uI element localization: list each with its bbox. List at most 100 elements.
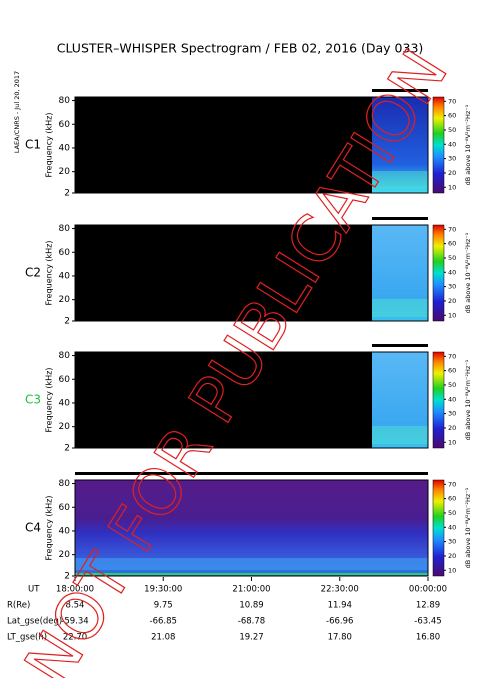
- colorbar-label: dB above 10⁻⁸V²m⁻²Hz⁻¹: [464, 487, 472, 568]
- coverage-bar: [75, 472, 428, 475]
- colorbar-tick-label: 40: [448, 395, 456, 403]
- panel-label: C3: [25, 393, 41, 407]
- ephemeris-value: -66.85: [150, 617, 177, 627]
- plot-background: [75, 97, 428, 193]
- coverage-bar: [372, 217, 428, 220]
- colorbar-tick-label: 50: [448, 254, 456, 262]
- colorbar-tick-label: 20: [448, 424, 456, 432]
- row-label: LT_gse(h): [7, 633, 47, 643]
- panels: 2 20 40 60 80 Frequency (kHz) C1 10 20 30 40 50 60 70…: [25, 89, 472, 582]
- plot-frame: [74, 96, 429, 194]
- panel: 2 20 40 60 80 Frequency (kHz) C3 10 20 30 40 50 60 70…: [25, 344, 472, 454]
- ephemeris-value: 17.80: [328, 633, 352, 643]
- y-tick-label: 20: [59, 422, 71, 432]
- colorbar-label: dB above 10⁻⁸V²m⁻²Hz⁻¹: [464, 104, 472, 185]
- y-tick-label: 20: [59, 550, 71, 560]
- ephemeris-value: -59.34: [61, 617, 88, 627]
- spectrogram-band: [372, 426, 428, 444]
- colorbar-tick-label: 50: [448, 381, 456, 389]
- colorbar: [432, 479, 445, 577]
- ephemeris-value: 11.94: [328, 601, 352, 611]
- y-tick-label: 40: [59, 143, 71, 153]
- panel: 2 20 40 60 80 Frequency (kHz) C2 10 20 30 40 50 60 70…: [25, 217, 472, 327]
- coverage-bar: [372, 344, 428, 347]
- ephemeris-value: -63.45: [414, 617, 441, 627]
- y-tick-label: 80: [59, 224, 71, 234]
- colorbar-tick-label: 60: [448, 367, 456, 375]
- panel: 2 20 40 60 80 Frequency (kHz) C4 10 20 30 40 50 60 70…: [25, 472, 472, 582]
- colorbar-label: dB above 10⁻⁸V²m⁻²Hz⁻¹: [464, 359, 472, 440]
- y-tick-label: 20: [59, 295, 71, 305]
- row-label: R(Re): [7, 601, 30, 611]
- spectrogram-band: [372, 171, 428, 189]
- x-tick-label: 00:00:00: [409, 585, 447, 595]
- colorbar-tick-label: 40: [448, 268, 456, 276]
- coverage-bar: [372, 89, 428, 92]
- ephemeris-value: 8.54: [66, 601, 85, 611]
- plot-background: [75, 352, 428, 448]
- colorbar-tick-label: 70: [448, 225, 456, 233]
- colorbar-tick-label: 10: [448, 183, 456, 191]
- panel-label: C1: [25, 138, 41, 152]
- ephemeris-value: 19.27: [239, 633, 263, 643]
- colorbar-tick-label: 40: [448, 140, 456, 148]
- y-tick-label: 40: [59, 526, 71, 536]
- plot-background: [75, 225, 428, 321]
- ephemeris-value: 22.70: [63, 633, 87, 643]
- y-tick-label: 80: [59, 351, 71, 361]
- y-tick-label: 40: [59, 398, 71, 408]
- colorbar-tick-label: 50: [448, 126, 456, 134]
- colorbar-tick-label: 10: [448, 311, 456, 319]
- y-tick-label: 40: [59, 271, 71, 281]
- spectrogram-band: [372, 299, 428, 317]
- spectrogram-band: [75, 573, 428, 575]
- x-tick-label: 22:30:00: [321, 585, 359, 595]
- y-tick-label: 60: [59, 503, 71, 513]
- colorbar-tick-label: 70: [448, 97, 456, 105]
- x-tick-label: 18:00:00: [56, 585, 94, 595]
- colorbar: [432, 96, 445, 194]
- y-tick-label: 2: [64, 444, 70, 454]
- colorbar-tick-label: 60: [448, 240, 456, 248]
- row-label: UT: [28, 585, 40, 595]
- colorbar-tick-label: 40: [448, 523, 456, 531]
- y-tick-label: 80: [59, 96, 71, 106]
- colorbar-tick-label: 20: [448, 552, 456, 560]
- colorbar-label: dB above 10⁻⁸V²m⁻²Hz⁻¹: [464, 232, 472, 313]
- y-tick-label: 60: [59, 248, 71, 258]
- ephemeris-value: -66.96: [326, 617, 353, 627]
- y-tick-label: 60: [59, 120, 71, 130]
- y-tick-label: 2: [64, 572, 70, 582]
- colorbar-tick-label: 60: [448, 112, 456, 120]
- y-tick-label: 2: [64, 317, 70, 327]
- panel: 2 20 40 60 80 Frequency (kHz) C1 10 20 30 40 50 60 70…: [25, 89, 472, 199]
- colorbar-tick-label: 70: [448, 480, 456, 488]
- y-tick-label: 2: [64, 189, 70, 199]
- y-axis-label: Frequency (kHz): [45, 496, 54, 561]
- colorbar: [432, 224, 445, 322]
- panel-label: C4: [25, 521, 41, 535]
- plot-frame: [74, 224, 429, 322]
- y-tick-label: 80: [59, 479, 71, 489]
- colorbar-tick-label: 20: [448, 169, 456, 177]
- panel-label: C2: [25, 266, 41, 280]
- ephemeris-value: 9.75: [154, 601, 173, 611]
- y-axis-label: Frequency (kHz): [45, 241, 54, 306]
- colorbar-tick-label: 70: [448, 352, 456, 360]
- ephemeris-value: 10.89: [239, 601, 263, 611]
- y-tick-label: 60: [59, 375, 71, 385]
- y-tick-label: 20: [59, 167, 71, 177]
- colorbar-tick-label: 60: [448, 495, 456, 503]
- y-axis-label: Frequency (kHz): [45, 113, 54, 178]
- colorbar-tick-label: 30: [448, 283, 456, 291]
- plot-frame: [74, 351, 429, 449]
- colorbar-tick-label: 10: [448, 566, 456, 574]
- colorbar-tick-label: 30: [448, 538, 456, 546]
- title: CLUSTER–WHISPER Spectrogram / FEB 02, 20…: [57, 41, 424, 56]
- ephemeris-value: -68.78: [238, 617, 265, 627]
- colorbar: [432, 351, 445, 449]
- ephemeris-value: 12.89: [416, 601, 440, 611]
- ephemeris-value: 21.08: [151, 633, 175, 643]
- row-label: Lat_gse(deg): [7, 617, 62, 627]
